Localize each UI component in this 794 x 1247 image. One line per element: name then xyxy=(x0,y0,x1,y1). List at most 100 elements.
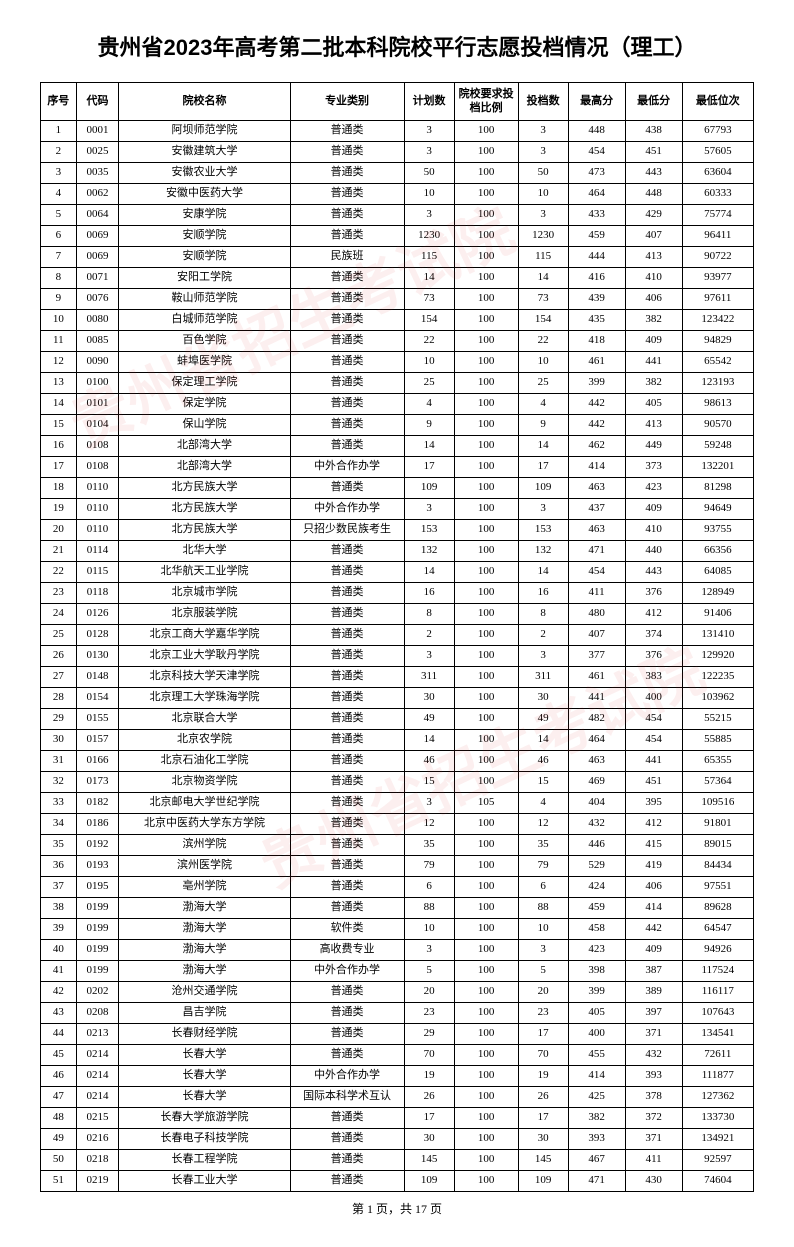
table-cell: 2 xyxy=(41,141,77,162)
table-cell: 12 xyxy=(41,351,77,372)
table-cell: 3 xyxy=(404,498,454,519)
column-header: 计划数 xyxy=(404,83,454,121)
table-cell: 100 xyxy=(454,330,518,351)
table-cell: 100 xyxy=(454,351,518,372)
table-cell: 100 xyxy=(454,1086,518,1107)
column-header: 最高分 xyxy=(568,83,625,121)
table-cell: 北方民族大学 xyxy=(119,477,290,498)
table-cell: 10 xyxy=(404,918,454,939)
table-row: 450214长春大学普通类701007045543272611 xyxy=(41,1044,754,1065)
table-cell: 372 xyxy=(625,1107,682,1128)
table-cell: 0218 xyxy=(76,1149,119,1170)
table-cell: 3 xyxy=(404,939,454,960)
table-cell: 普通类 xyxy=(290,666,404,687)
table-cell: 94649 xyxy=(682,498,753,519)
table-cell: 3 xyxy=(518,645,568,666)
table-cell: 72611 xyxy=(682,1044,753,1065)
table-cell: 0195 xyxy=(76,876,119,897)
table-cell: 97611 xyxy=(682,288,753,309)
table-cell: 482 xyxy=(568,708,625,729)
table-cell: 46 xyxy=(404,750,454,771)
table-cell: 145 xyxy=(518,1149,568,1170)
table-cell: 60333 xyxy=(682,183,753,204)
table-cell: 39 xyxy=(41,918,77,939)
table-cell: 0186 xyxy=(76,813,119,834)
table-cell: 409 xyxy=(625,939,682,960)
table-cell: 5 xyxy=(404,960,454,981)
table-cell: 100 xyxy=(454,645,518,666)
table-cell: 6 xyxy=(518,876,568,897)
table-cell: 400 xyxy=(625,687,682,708)
table-cell: 131410 xyxy=(682,624,753,645)
table-cell: 458 xyxy=(568,918,625,939)
table-cell: 454 xyxy=(568,561,625,582)
table-cell: 448 xyxy=(568,120,625,141)
table-cell: 6 xyxy=(41,225,77,246)
table-cell: 保定学院 xyxy=(119,393,290,414)
table-row: 50064安康学院普通类3100343342975774 xyxy=(41,204,754,225)
table-cell: 25 xyxy=(41,624,77,645)
table-cell: 普通类 xyxy=(290,330,404,351)
table-cell: 0199 xyxy=(76,897,119,918)
table-cell: 91801 xyxy=(682,813,753,834)
table-cell: 406 xyxy=(625,876,682,897)
table-cell: 382 xyxy=(568,1107,625,1128)
table-cell: 70 xyxy=(518,1044,568,1065)
table-cell: 北方民族大学 xyxy=(119,519,290,540)
table-cell: 123193 xyxy=(682,372,753,393)
table-cell: 441 xyxy=(625,750,682,771)
table-cell: 79 xyxy=(518,855,568,876)
table-cell: 渤海大学 xyxy=(119,918,290,939)
table-cell: 14 xyxy=(41,393,77,414)
column-header: 院校名称 xyxy=(119,83,290,121)
table-cell: 377 xyxy=(568,645,625,666)
table-cell: 0085 xyxy=(76,330,119,351)
table-cell: 普通类 xyxy=(290,897,404,918)
table-row: 440213长春财经学院普通类2910017400371134541 xyxy=(41,1023,754,1044)
table-cell: 399 xyxy=(568,981,625,1002)
table-cell: 100 xyxy=(454,897,518,918)
table-cell: 普通类 xyxy=(290,414,404,435)
table-cell: 北京城市学院 xyxy=(119,582,290,603)
table-cell: 0001 xyxy=(76,120,119,141)
table-cell: 3 xyxy=(518,939,568,960)
table-cell: 19 xyxy=(518,1065,568,1086)
table-cell: 100 xyxy=(454,1128,518,1149)
table-cell: 长春大学 xyxy=(119,1044,290,1065)
table-cell: 129920 xyxy=(682,645,753,666)
table-cell: 17 xyxy=(518,1107,568,1128)
table-cell: 北京农学院 xyxy=(119,729,290,750)
table-cell: 109516 xyxy=(682,792,753,813)
table-cell: 467 xyxy=(568,1149,625,1170)
table-cell: 429 xyxy=(625,204,682,225)
table-cell: 安徽中医药大学 xyxy=(119,183,290,204)
table-cell: 406 xyxy=(625,288,682,309)
table-cell: 保定理工学院 xyxy=(119,372,290,393)
table-cell: 安顺学院 xyxy=(119,225,290,246)
table-cell: 464 xyxy=(568,183,625,204)
table-cell: 12 xyxy=(518,813,568,834)
table-cell: 432 xyxy=(568,813,625,834)
table-cell: 397 xyxy=(625,1002,682,1023)
table-cell: 448 xyxy=(625,183,682,204)
table-cell: 389 xyxy=(625,981,682,1002)
table-cell: 3 xyxy=(518,204,568,225)
table-cell: 15 xyxy=(518,771,568,792)
table-cell: 405 xyxy=(568,1002,625,1023)
table-cell: 382 xyxy=(625,372,682,393)
table-cell: 405 xyxy=(625,393,682,414)
table-cell: 9 xyxy=(41,288,77,309)
table-cell: 407 xyxy=(625,225,682,246)
table-cell: 13 xyxy=(41,372,77,393)
table-cell: 393 xyxy=(625,1065,682,1086)
table-cell: 79 xyxy=(404,855,454,876)
table-cell: 100 xyxy=(454,960,518,981)
table-cell: 154 xyxy=(404,309,454,330)
table-row: 10001阿坝师范学院普通类3100344843867793 xyxy=(41,120,754,141)
table-cell: 14 xyxy=(404,267,454,288)
table-cell: 91406 xyxy=(682,603,753,624)
table-cell: 37 xyxy=(41,876,77,897)
table-cell: 442 xyxy=(568,393,625,414)
table-cell: 0148 xyxy=(76,666,119,687)
table-cell: 普通类 xyxy=(290,876,404,897)
